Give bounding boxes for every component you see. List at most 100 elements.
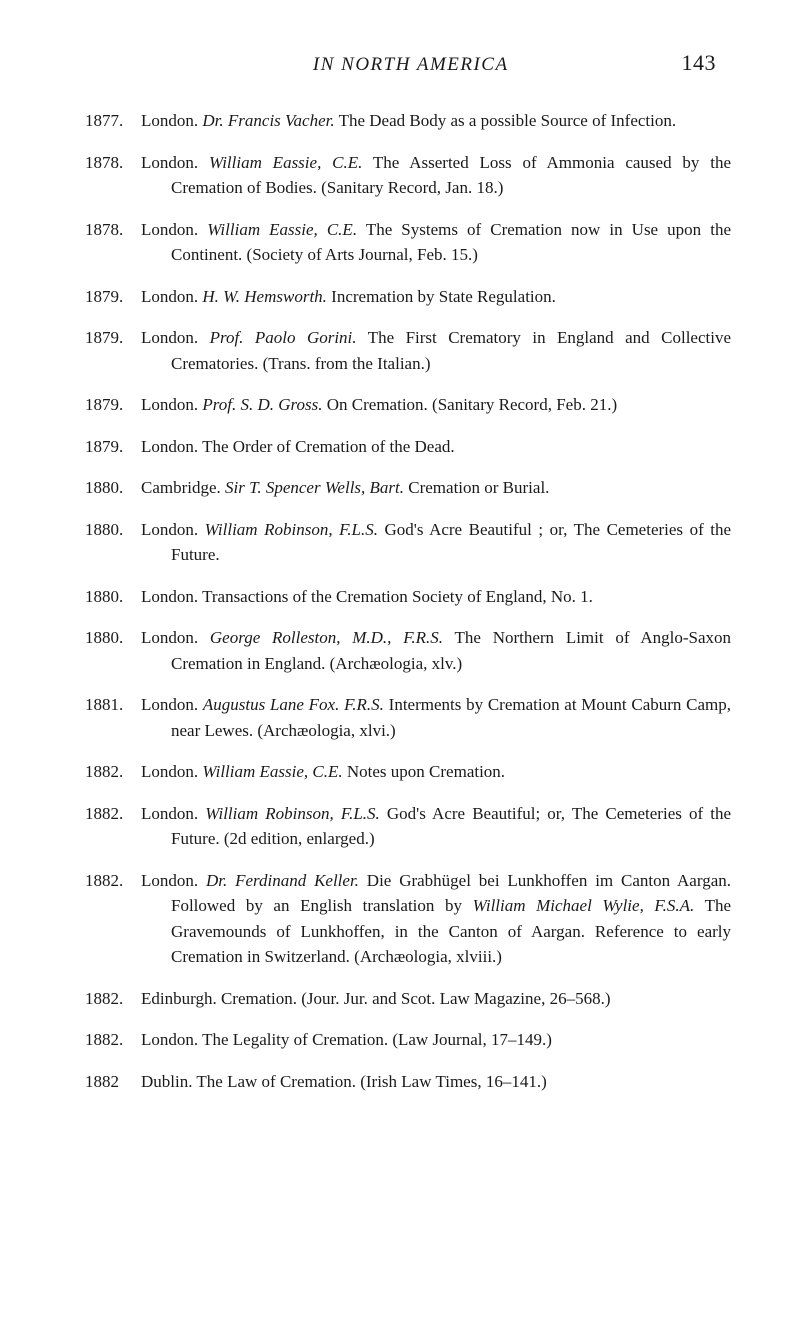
entry-author: George Rolleston, M.D., F.R.S. [210, 628, 443, 647]
bibliography-entry: 1879.London. The Order of Cremation of t… [85, 434, 731, 460]
entry-location: London. [141, 1030, 202, 1049]
entry-body: London. Prof. Paolo Gorini. The First Cr… [137, 325, 731, 376]
entry-year: 1882. [85, 986, 137, 1012]
entry-body: Edinburgh. Cremation. (Jour. Jur. and Sc… [137, 986, 731, 1012]
entry-text: London. The Legality of Cremation. (Law … [141, 1027, 731, 1053]
entry-text: London. Prof. S. D. Gross. On Cremation.… [141, 392, 731, 418]
entry-author: William Eassie, C.E. [202, 762, 342, 781]
bibliography-list: 1877.London. Dr. Francis Vacher. The Dea… [85, 108, 731, 1094]
entry-author: Dr. Francis Vacher. [202, 111, 334, 130]
entry-author: Sir T. Spencer Wells, Bart. [225, 478, 404, 497]
entry-year: 1882. [85, 1027, 137, 1053]
entry-text: London. Dr. Francis Vacher. The Dead Bod… [141, 108, 731, 134]
entry-text: Cambridge. Sir T. Spencer Wells, Bart. C… [141, 475, 731, 501]
entry-body: London. William Eassie, C.E. Notes upon … [137, 759, 731, 785]
bibliography-entry: 1882.London. The Legality of Cremation. … [85, 1027, 731, 1053]
entry-body: London. Dr. Francis Vacher. The Dead Bod… [137, 108, 731, 134]
entry-author: Dr. Ferdinand Keller. [206, 871, 359, 890]
entry-text: London. George Rolleston, M.D., F.R.S. T… [141, 625, 731, 676]
entry-description: The Legality of Cremation. (Law Journal,… [202, 1030, 552, 1049]
entry-author: William Robinson, F.L.S. [205, 804, 380, 823]
entry-location: London. [141, 328, 210, 347]
entry-location: London. [141, 153, 209, 172]
entry-text: London. H. W. Hemsworth. Incremation by … [141, 284, 731, 310]
entry-location: London. [141, 395, 202, 414]
entry-author: Augustus Lane Fox. F.R.S. [203, 695, 384, 714]
page-header: IN NORTH AMERICA 143 [85, 50, 731, 76]
entry-year: 1877. [85, 108, 137, 134]
entry-author: Prof. Paolo Gorini. [210, 328, 357, 347]
entry-body: London. Prof. S. D. Gross. On Cremation.… [137, 392, 731, 418]
entry-description: Cremation or Burial. [408, 478, 549, 497]
entry-body: London. George Rolleston, M.D., F.R.S. T… [137, 625, 731, 676]
bibliography-entry: 1879.London. Prof. Paolo Gorini. The Fir… [85, 325, 731, 376]
entry-year: 1882. [85, 801, 137, 852]
entry-year: 1880. [85, 625, 137, 676]
entry-author: William Robinson, F.L.S. [205, 520, 378, 539]
entry-location: London. [141, 804, 205, 823]
entry-location: Cambridge. [141, 478, 225, 497]
entry-author: William Eassie, C.E. [207, 220, 357, 239]
entry-location: London. [141, 520, 205, 539]
entry-text: London. William Eassie, C.E. The Systems… [141, 217, 731, 268]
entry-body: London. William Eassie, C.E. The Asserte… [137, 150, 731, 201]
entry-year: 1882. [85, 868, 137, 970]
entry-description: Transactions of the Cremation Society of… [202, 587, 593, 606]
bibliography-entry: 1879.London. H. W. Hemsworth. Incrematio… [85, 284, 731, 310]
bibliography-entry: 1877.London. Dr. Francis Vacher. The Dea… [85, 108, 731, 134]
entry-description: On Cremation. (Sanitary Record, Feb. 21.… [327, 395, 617, 414]
header-title: IN NORTH AMERICA [140, 54, 682, 76]
entry-body: London. William Eassie, C.E. The Systems… [137, 217, 731, 268]
entry-body: London. Dr. Ferdinand Keller. Die Grabhü… [137, 868, 731, 970]
entry-text: London. William Eassie, C.E. The Asserte… [141, 150, 731, 201]
bibliography-entry: 1880.London. William Robinson, F.L.S. Go… [85, 517, 731, 568]
entry-body: London. Augustus Lane Fox. F.R.S. Interm… [137, 692, 731, 743]
entry-body: London. The Legality of Cremation. (Law … [137, 1027, 731, 1053]
bibliography-entry: 1878.London. William Eassie, C.E. The As… [85, 150, 731, 201]
entry-text: Edinburgh. Cremation. (Jour. Jur. and Sc… [141, 986, 731, 1012]
entry-location: London. [141, 437, 202, 456]
entry-location: Edinburgh. [141, 989, 221, 1008]
entry-description: Incremation by State Regulation. [331, 287, 556, 306]
page-number: 143 [682, 50, 717, 76]
entry-location: Dublin. [141, 1072, 196, 1091]
entry-year: 1879. [85, 392, 137, 418]
entry-text: London. Dr. Ferdinand Keller. Die Grabhü… [141, 868, 731, 970]
entry-location: London. [141, 695, 203, 714]
entry-year: 1881. [85, 692, 137, 743]
entry-year: 1878. [85, 217, 137, 268]
bibliography-entry: 1882Dublin. The Law of Cremation. (Irish… [85, 1069, 731, 1095]
entry-location: London. [141, 762, 202, 781]
bibliography-entry: 1880.Cambridge. Sir T. Spencer Wells, Ba… [85, 475, 731, 501]
entry-year: 1880. [85, 517, 137, 568]
entry-year: 1879. [85, 434, 137, 460]
entry-year: 1879. [85, 325, 137, 376]
entry-text: London. Prof. Paolo Gorini. The First Cr… [141, 325, 731, 376]
entry-text: Dublin. The Law of Cremation. (Irish Law… [141, 1069, 731, 1095]
entry-body: London. William Robinson, F.L.S. God's A… [137, 517, 731, 568]
bibliography-entry: 1881.London. Augustus Lane Fox. F.R.S. I… [85, 692, 731, 743]
entry-author-secondary: William Michael Wylie, F.S.A. [473, 896, 695, 915]
entry-location: London. [141, 220, 207, 239]
entry-description: Notes upon Cremation. [347, 762, 505, 781]
entry-body: London. The Order of Cremation of the De… [137, 434, 731, 460]
entry-text: London. The Order of Cremation of the De… [141, 434, 731, 460]
entry-year: 1879. [85, 284, 137, 310]
entry-text: London. William Eassie, C.E. Notes upon … [141, 759, 731, 785]
entry-location: London. [141, 587, 202, 606]
entry-text: London. William Robinson, F.L.S. God's A… [141, 517, 731, 568]
entry-author: Prof. S. D. Gross. [202, 395, 322, 414]
bibliography-entry: 1882.London. William Eassie, C.E. Notes … [85, 759, 731, 785]
entry-location: London. [141, 287, 202, 306]
bibliography-entry: 1882.London. Dr. Ferdinand Keller. Die G… [85, 868, 731, 970]
entry-location: London. [141, 871, 206, 890]
entry-location: London. [141, 111, 202, 130]
bibliography-entry: 1878.London. William Eassie, C.E. The Sy… [85, 217, 731, 268]
bibliography-entry: 1880.London. George Rolleston, M.D., F.R… [85, 625, 731, 676]
entry-description: The Dead Body as a possible Source of In… [339, 111, 677, 130]
entry-body: London. William Robinson, F.L.S. God's A… [137, 801, 731, 852]
entry-body: London. Transactions of the Cremation So… [137, 584, 731, 610]
entry-body: Dublin. The Law of Cremation. (Irish Law… [137, 1069, 731, 1095]
entry-text: London. Transactions of the Cremation So… [141, 584, 731, 610]
bibliography-entry: 1882.Edinburgh. Cremation. (Jour. Jur. a… [85, 986, 731, 1012]
